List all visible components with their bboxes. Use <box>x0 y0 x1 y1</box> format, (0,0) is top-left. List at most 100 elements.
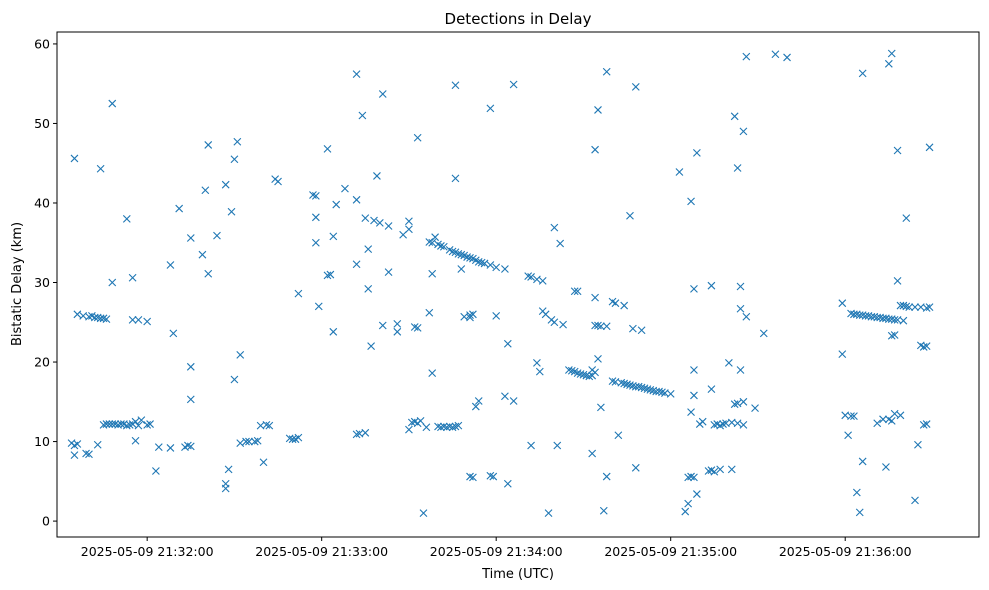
data-point <box>186 442 195 451</box>
data-point <box>890 409 899 418</box>
x-tick-label: 2025-05-09 21:32:00 <box>81 544 214 559</box>
data-point <box>893 146 902 155</box>
plot-area <box>56 31 980 538</box>
data-point <box>439 242 448 251</box>
data-point <box>730 400 739 409</box>
data-point <box>358 111 367 120</box>
data-point <box>309 191 317 199</box>
data-point <box>919 420 928 429</box>
data-point <box>684 499 693 508</box>
data-point <box>733 399 742 408</box>
data-point <box>73 310 82 319</box>
data-point <box>544 509 553 518</box>
plot-frame <box>56 31 980 538</box>
data-point <box>838 299 847 308</box>
data-point <box>466 253 474 262</box>
data-point <box>634 382 643 391</box>
data-point <box>716 465 725 474</box>
x-axis-label: Time (UTC) <box>481 567 554 582</box>
x-tick-label: 2025-05-09 21:34:00 <box>430 544 563 559</box>
data-point <box>733 419 742 428</box>
data-point <box>242 437 250 446</box>
data-point <box>143 317 152 326</box>
data-point <box>352 260 361 269</box>
data-point <box>599 506 608 515</box>
data-point <box>626 381 634 389</box>
data-point <box>419 509 428 518</box>
data-point <box>439 422 448 431</box>
data-point <box>437 242 445 250</box>
data-point <box>893 277 902 285</box>
data-point <box>329 232 338 241</box>
data-point <box>733 164 742 172</box>
data-point <box>294 289 303 298</box>
data-point <box>509 80 518 89</box>
data-point <box>631 463 640 472</box>
data-point <box>896 411 905 420</box>
data-point <box>166 261 175 269</box>
data-point <box>594 321 602 330</box>
data-point <box>538 277 547 285</box>
data-point <box>314 302 323 311</box>
data-point <box>384 222 393 230</box>
data-point <box>326 270 335 279</box>
data-point <box>570 287 579 296</box>
data-point <box>533 358 541 367</box>
data-point <box>146 420 154 428</box>
data-point <box>486 104 495 113</box>
data-point <box>204 269 213 278</box>
data-point <box>925 143 934 152</box>
data-point <box>375 218 384 227</box>
data-point <box>850 412 858 421</box>
data-point <box>169 329 178 338</box>
data-point <box>550 318 559 327</box>
data-point <box>588 366 597 374</box>
data-point <box>230 155 239 164</box>
data-point <box>134 316 143 324</box>
data-point <box>105 420 114 428</box>
data-point <box>448 247 457 256</box>
data-point <box>85 450 93 459</box>
data-point <box>637 383 646 392</box>
data-point <box>224 465 233 474</box>
data-point <box>102 420 111 428</box>
data-point <box>236 350 245 359</box>
data-point <box>887 417 896 425</box>
data-point <box>311 238 320 247</box>
data-point <box>687 408 695 417</box>
data-point <box>128 316 137 324</box>
data-point <box>492 263 501 272</box>
y-tick-label: 0 <box>42 514 50 529</box>
data-point <box>556 239 565 248</box>
marker-layer <box>67 49 934 518</box>
data-point <box>413 323 422 332</box>
y-axis: 0 10 20 30 40 50 60 <box>34 36 57 529</box>
data-point <box>501 392 509 401</box>
data-point <box>323 271 332 280</box>
data-point <box>553 441 562 450</box>
y-tick-label: 10 <box>34 434 50 449</box>
data-point <box>739 420 748 429</box>
data-point <box>405 425 413 434</box>
data-point <box>573 369 582 378</box>
data-point <box>437 423 445 432</box>
data-point <box>855 508 864 517</box>
data-point <box>597 322 605 331</box>
y-tick-label: 30 <box>34 275 50 290</box>
data-point <box>608 377 617 386</box>
data-point <box>602 67 611 76</box>
data-point <box>405 225 413 234</box>
data-point <box>567 366 576 375</box>
data-point <box>655 387 663 396</box>
data-point <box>628 324 637 333</box>
data-point <box>341 184 349 193</box>
data-point <box>332 200 341 209</box>
data-point <box>454 421 463 430</box>
data-point <box>509 397 518 405</box>
data-point <box>873 419 882 428</box>
data-point <box>911 303 919 312</box>
data-point <box>451 174 460 183</box>
data-point <box>250 437 259 446</box>
data-point <box>503 339 512 348</box>
